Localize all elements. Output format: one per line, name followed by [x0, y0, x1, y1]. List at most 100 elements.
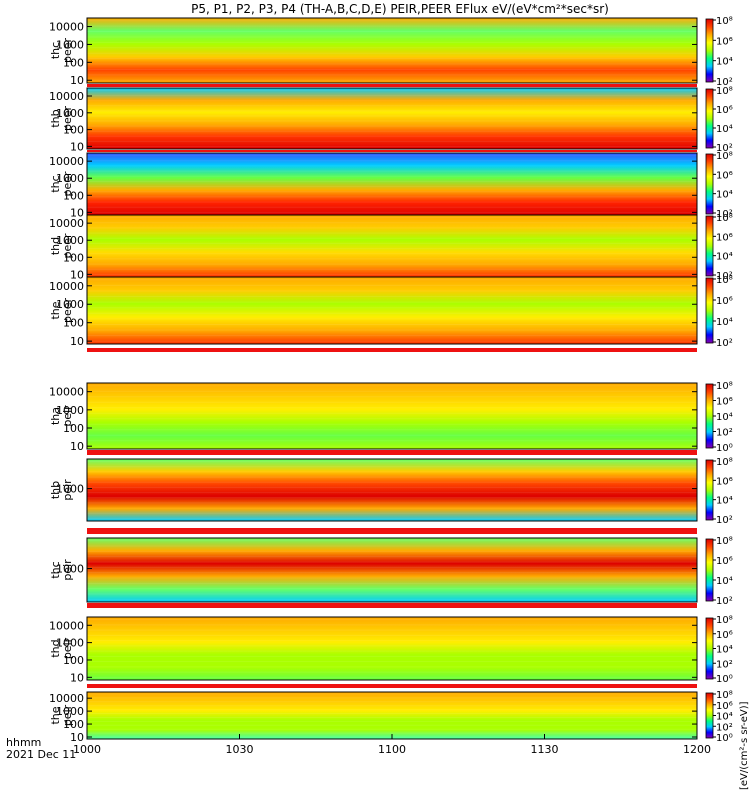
y-axis-label-line1: tha: [49, 407, 62, 425]
y-tick-label: 10000: [49, 217, 84, 230]
colorbar-units-label: [eV/(cm²-s sr-eV)]: [739, 701, 750, 790]
colorbar-tick-label: 10⁴: [716, 412, 733, 423]
y-axis-label-line2: peir: [61, 479, 74, 501]
colorbar-tick-label: 10⁴: [716, 712, 733, 723]
colorbar-tick-label: 10⁸: [716, 536, 733, 547]
data-gap-band: [87, 449, 697, 456]
colorbar-tick-label: 10⁰: [716, 443, 733, 454]
colorbar-tick-label: 10⁰: [716, 733, 733, 744]
colorbar-tick-label: 10²: [716, 515, 733, 526]
y-tick-label: 100: [63, 317, 84, 330]
colorbar-tick-label: 10⁸: [716, 275, 733, 286]
y-tick-label: 100: [63, 124, 84, 137]
colorbar-tick-label: 10²: [716, 209, 733, 220]
y-axis-label-line1: the: [49, 301, 62, 319]
x-tick-label: 1000: [73, 743, 101, 756]
panel-frame: [86, 537, 698, 603]
colorbar: [705, 383, 714, 449]
colorbar-tick-label: 10²: [716, 428, 733, 439]
y-axis-label-line2: peer: [61, 171, 74, 197]
colorbar: [705, 617, 714, 680]
y-axis-label-line2: peer: [61, 298, 74, 324]
y-axis-label-line1: the: [49, 706, 62, 724]
spectrogram-panel-6: 10 100 1000 10000 tha peir 10⁰ 10² 10⁴ 10⁶ 10⁸: [49, 381, 733, 454]
y-axis-label-line1: thb: [49, 481, 62, 499]
spectrogram-panel-1: 10 100 1000 10000 thc peer 10² 10⁴ 10⁶ 10⁸: [49, 16, 733, 88]
colorbar-tick-label: 10²: [716, 143, 733, 154]
y-tick-label: 10000: [49, 386, 84, 399]
data-gap-band: [87, 149, 697, 153]
spectrogram-panel-2: 10 100 1000 10000 thb peer 10² 10⁴ 10⁶ 10⁸: [49, 86, 733, 154]
y-axis-label-line1: thb: [49, 109, 62, 127]
heatmap-image: [87, 88, 697, 149]
spectrogram-panel-3: 10 100 1000 10000 thc peer 10² 10⁴ 10⁶ 10⁸: [49, 151, 733, 220]
data-gap-band: [87, 347, 697, 353]
y-axis-label-line1: thc: [49, 561, 62, 578]
colorbar-tick-label: 10⁸: [716, 615, 733, 626]
y-tick-label: 10: [70, 268, 84, 281]
y-tick-label: 100: [63, 654, 84, 667]
colorbar: [705, 88, 714, 149]
colorbar-tick-label: 10⁶: [716, 296, 733, 307]
colorbar-tick-label: 10⁴: [716, 496, 733, 507]
x-axis-label-hhmm: hhmm: [6, 736, 41, 749]
heatmap-image: [87, 383, 697, 449]
heatmap-image: [87, 153, 697, 215]
colorbar-tick-label: 10⁰: [716, 674, 733, 685]
y-axis-label-line2: peir: [61, 637, 74, 659]
colorbar: [705, 277, 714, 344]
y-axis-label-line2: peir: [61, 559, 74, 581]
colorbar: [705, 459, 714, 521]
y-tick-label: 100: [63, 251, 84, 264]
time-axis: 1000 1030 1100 1130 1200: [73, 734, 711, 756]
colorbar-tick-label: 10⁶: [716, 397, 733, 408]
y-tick-label: 1000: [56, 38, 84, 51]
colorbar-tick-label: 10⁶: [716, 232, 733, 243]
colorbar-tick-label: 10⁶: [716, 36, 733, 47]
colorbar-tick-label: 10⁸: [716, 16, 733, 27]
x-tick-label: 1130: [531, 743, 559, 756]
colorbar-tick-label: 10⁸: [716, 151, 733, 162]
heatmap-image: [87, 277, 697, 344]
colorbar-tick-label: 10⁴: [716, 317, 733, 328]
heatmap-image: [87, 459, 697, 521]
colorbar-tick-label: 10⁸: [716, 457, 733, 468]
y-tick-label: 1000: [56, 404, 84, 417]
heatmap-image: [87, 538, 697, 602]
y-axis-label-line2: peer: [61, 233, 74, 259]
colorbar-tick-label: 10⁶: [716, 701, 733, 712]
colorbar: [705, 18, 714, 83]
x-tick-label: 1200: [683, 743, 711, 756]
y-tick-label: 10: [70, 440, 84, 453]
colorbar: [705, 538, 714, 602]
colorbar-tick-label: 10²: [716, 77, 733, 88]
heatmap-image: [87, 18, 697, 83]
spectrogram-panel-5: 10 100 1000 10000 the peer 10² 10⁴ 10⁶ 10⁸: [49, 275, 733, 349]
y-tick-label: 100: [63, 189, 84, 202]
colorbar-tick-label: 10⁸: [716, 86, 733, 97]
data-gap-band: [87, 527, 697, 535]
colorbar-tick-label: 10⁴: [716, 124, 733, 135]
colorbar-tick-label: 10⁸: [716, 690, 733, 701]
y-tick-label: 10: [70, 731, 84, 744]
colorbar-tick-label: 10⁶: [716, 556, 733, 567]
colorbar-tick-label: 10⁴: [716, 190, 733, 201]
y-axis-label-line2: peir: [61, 405, 74, 427]
y-tick-label: 10: [70, 140, 84, 153]
colorbar-tick-label: 10²: [716, 596, 733, 607]
y-tick-label: 100: [63, 56, 84, 69]
colorbar-tick-label: 10⁶: [716, 476, 733, 487]
colorbar-tick-label: 10⁸: [716, 381, 733, 392]
y-tick-label: 1000: [56, 172, 84, 185]
y-tick-label: 10000: [49, 692, 84, 705]
y-axis-label-line2: peer: [61, 38, 74, 64]
colorbar-tick-label: 10⁶: [716, 170, 733, 181]
y-axis-label-line1: thc: [49, 175, 62, 192]
y-tick-label: 100: [63, 422, 84, 435]
data-gap-band: [87, 83, 697, 88]
colorbar-tick-label: 10⁴: [716, 645, 733, 656]
y-tick-label: 1000: [56, 107, 84, 120]
